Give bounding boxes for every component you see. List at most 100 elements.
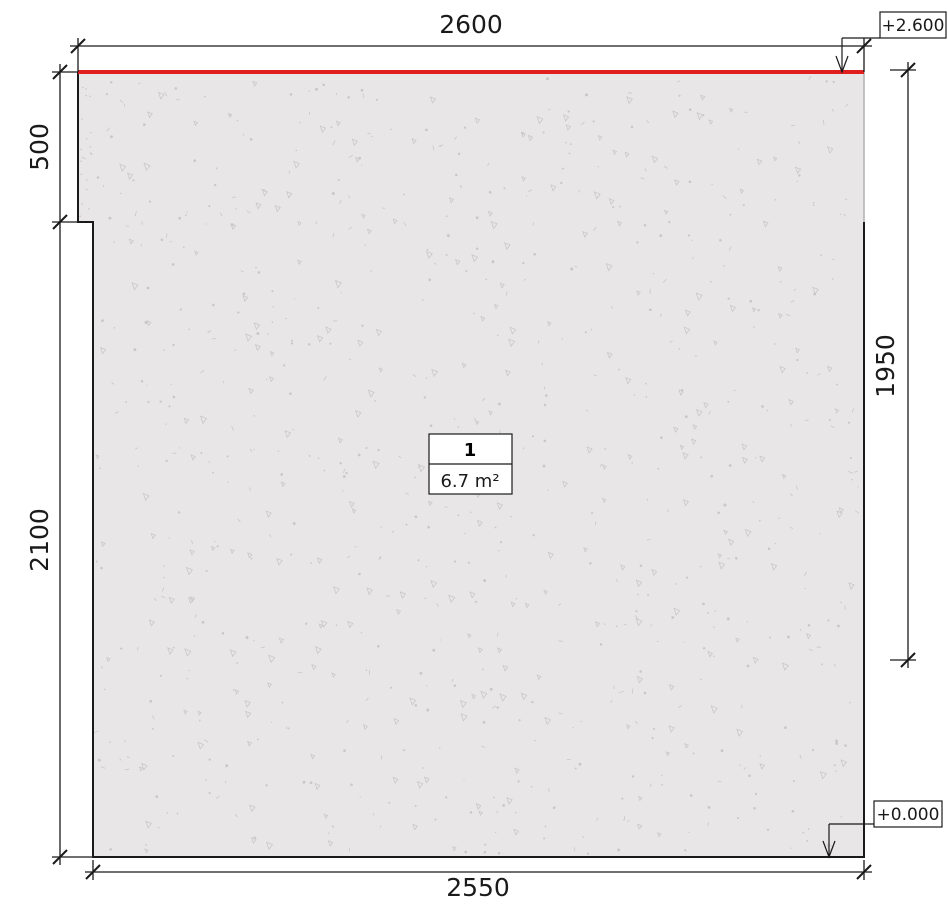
hatch-speck <box>370 270 373 272</box>
hatch-speck <box>541 363 544 365</box>
hatch-speck <box>291 339 294 342</box>
hatch-speck <box>476 519 483 527</box>
hatch-speck <box>583 547 588 553</box>
hatch-speck <box>135 447 138 450</box>
hatch-speck <box>311 663 317 671</box>
hatch-speck <box>484 843 487 846</box>
dimension-right <box>890 62 916 668</box>
hatch-speck <box>234 813 238 818</box>
hatch-speck <box>308 90 311 92</box>
hatch-speck <box>761 405 764 408</box>
hatch-speck <box>558 712 563 715</box>
hatch-speck <box>572 726 574 729</box>
hatch-speck <box>283 364 286 367</box>
hatch-speck <box>106 656 111 663</box>
hatch-speck <box>168 537 170 539</box>
hatch-speck <box>733 389 736 392</box>
hatch-speck <box>657 640 659 643</box>
hatch-speck <box>331 192 335 195</box>
hatch-speck <box>194 614 197 618</box>
hatch-speck <box>560 181 563 185</box>
hatch-speck <box>249 804 256 813</box>
hatch-speck <box>136 647 139 651</box>
hatch-speck <box>807 828 810 830</box>
hatch-speck <box>80 173 83 176</box>
hatch-speck <box>671 616 675 619</box>
hatch-speck <box>390 686 393 689</box>
hatch-speck <box>358 156 362 160</box>
hatch-speck <box>125 401 128 403</box>
hatch-speck <box>471 693 477 700</box>
hatch-speck <box>478 810 483 816</box>
hatch-speck <box>160 238 164 242</box>
hatch-speck <box>796 180 798 183</box>
hatch-speck <box>597 134 603 141</box>
hatch-speck <box>744 528 752 537</box>
hatch-speck <box>695 408 703 417</box>
hatch-speck <box>423 396 426 399</box>
hatch-speck <box>781 662 789 671</box>
hatch-speck <box>297 259 302 266</box>
hatch-speck <box>119 163 127 172</box>
hatch-speck <box>323 813 329 820</box>
hatch-speck <box>268 654 276 664</box>
hatch-speck <box>163 576 165 579</box>
hatch-speck <box>461 362 467 369</box>
hatch-speck <box>668 220 671 224</box>
hatch-speck <box>215 795 220 799</box>
hatch-speck <box>360 88 364 92</box>
hatch-speck <box>660 436 663 440</box>
hatch-speck <box>423 597 427 599</box>
hatch-speck <box>823 120 825 126</box>
hatch-speck <box>452 845 457 852</box>
hatch-speck <box>580 121 585 126</box>
hatch-speck <box>293 298 296 300</box>
hatch-speck <box>835 741 839 745</box>
hatch-speck <box>175 98 180 101</box>
hatch-speck <box>840 759 848 768</box>
hatch-speck <box>510 515 512 518</box>
hatch-speck <box>752 656 759 664</box>
hatch-speck <box>665 751 670 757</box>
hatch-speck <box>84 157 86 160</box>
hatch-speck <box>163 564 165 568</box>
hatch-speck <box>333 585 340 595</box>
hatch-speck <box>417 559 420 562</box>
hatch-speck <box>467 561 471 564</box>
hatch-speck <box>717 780 722 783</box>
hatch-speck <box>482 397 486 401</box>
hatch-speck <box>521 176 526 182</box>
hatch-speck <box>232 688 235 692</box>
hatch-speck <box>171 263 175 266</box>
hatch-speck <box>796 358 799 362</box>
hatch-speck <box>806 839 809 842</box>
hatch-speck <box>367 389 375 398</box>
hatch-speck <box>375 328 383 337</box>
hatch-speck <box>108 216 112 220</box>
hatch-speck <box>595 521 597 525</box>
hatch-speck <box>416 780 424 789</box>
hatch-speck <box>289 93 293 96</box>
hatch-speck <box>497 852 501 855</box>
hatch-speck <box>172 395 176 399</box>
hatch-speck <box>593 226 597 231</box>
hatch-speck <box>193 635 196 637</box>
hatch-speck <box>787 635 790 639</box>
hatch-speck <box>618 691 624 694</box>
hatch-speck <box>668 684 675 691</box>
hatch-speck <box>191 540 193 545</box>
hatch-speck <box>543 439 547 443</box>
hatch-speck <box>249 448 253 453</box>
hatch-speck <box>562 114 570 122</box>
hatch-speck <box>536 674 542 681</box>
hatch-speck <box>90 131 92 134</box>
hatch-speck <box>429 96 437 104</box>
hatch-speck <box>717 511 720 515</box>
hatch-speck <box>113 241 115 244</box>
hatch-speck <box>427 500 433 507</box>
hatch-speck <box>448 197 455 204</box>
hatch-speck <box>812 201 815 204</box>
hatch-speck <box>587 852 590 855</box>
hatch-speck <box>586 409 589 412</box>
